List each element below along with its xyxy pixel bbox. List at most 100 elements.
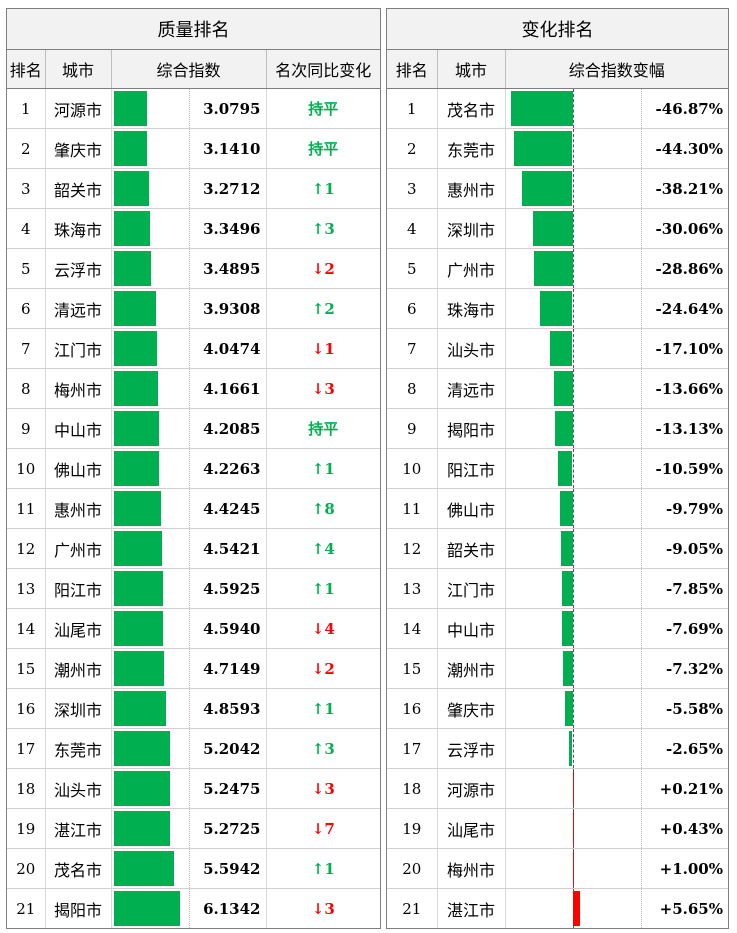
- change-bar: [562, 651, 573, 686]
- city-cell: 潮州市: [437, 648, 506, 689]
- change-bar: [510, 91, 573, 126]
- change-bar-cell: [505, 248, 642, 289]
- rank-cell: 9: [7, 408, 46, 449]
- index-bar: [113, 691, 166, 726]
- change-pct-value: -17.10%: [641, 328, 728, 369]
- city-cell: 广州市: [45, 528, 112, 569]
- index-value: 4.5421: [189, 528, 267, 569]
- table-row: 17 云浮市 -2.65%: [387, 728, 728, 769]
- header-composite-index: 综合指数: [111, 49, 267, 89]
- table-row: 2 肇庆市 3.1410 持平: [7, 128, 381, 169]
- city-cell: 韶关市: [45, 168, 112, 209]
- rank-cell: 20: [7, 848, 46, 889]
- zero-axis: [572, 289, 574, 328]
- index-bar: [113, 491, 162, 526]
- index-value: 3.1410: [189, 128, 267, 169]
- index-bar-cell: [111, 888, 190, 928]
- index-bar-cell: [111, 648, 190, 689]
- rank-change: ↑1: [266, 688, 381, 729]
- city-cell: 中山市: [45, 408, 112, 449]
- rank-cell: 15: [387, 648, 438, 689]
- rank-cell: 16: [7, 688, 46, 729]
- rank-cell: 13: [387, 568, 438, 609]
- rank-change: ↓7: [266, 808, 381, 849]
- city-cell: 梅州市: [45, 368, 112, 409]
- table-row: 4 珠海市 3.3496 ↑3: [7, 208, 381, 249]
- index-bar: [113, 731, 170, 766]
- header-rank: 排名: [7, 49, 46, 89]
- rank-change: 持平: [266, 408, 381, 449]
- rank-change: ↑3: [266, 728, 381, 769]
- index-value: 4.1661: [189, 368, 267, 409]
- index-value: 5.2725: [189, 808, 267, 849]
- change-bar: [539, 291, 573, 326]
- rank-change: ↑1: [266, 168, 381, 209]
- city-cell: 佛山市: [437, 488, 506, 529]
- rank-cell: 8: [7, 368, 46, 409]
- index-value: 5.2042: [189, 728, 267, 769]
- change-bar: [549, 331, 573, 366]
- table-row: 10 佛山市 4.2263 ↑1: [7, 448, 381, 489]
- index-bar-cell: [111, 768, 190, 809]
- rank-change: ↓2: [266, 648, 381, 689]
- rank-change: 持平: [266, 128, 381, 169]
- table-row: 7 江门市 4.0474 ↓1: [7, 328, 381, 369]
- table-row: 3 惠州市 -38.21%: [387, 168, 728, 209]
- table-row: 4 深圳市 -30.06%: [387, 208, 728, 249]
- rank-cell: 21: [387, 888, 438, 928]
- change-bar-cell: [505, 368, 642, 409]
- index-value: 3.4895: [189, 248, 267, 289]
- table-row: 19 湛江市 5.2725 ↓7: [7, 808, 381, 849]
- index-value: 6.1342: [189, 888, 267, 928]
- rank-cell: 20: [387, 848, 438, 889]
- table-row: 11 佛山市 -9.79%: [387, 488, 728, 529]
- header-rank: 排名: [387, 49, 438, 89]
- table-row: 5 广州市 -28.86%: [387, 248, 728, 289]
- rank-cell: 9: [387, 408, 438, 449]
- city-cell: 茂名市: [45, 848, 112, 889]
- index-bar: [113, 611, 163, 646]
- header-rank-change: 名次同比变化: [266, 49, 381, 89]
- table-row: 16 肇庆市 -5.58%: [387, 688, 728, 729]
- index-bar-cell: [111, 568, 190, 609]
- index-bar-cell: [111, 208, 190, 249]
- zero-axis: [572, 649, 574, 688]
- change-bar-cell: [505, 88, 642, 129]
- table-row: 8 清远市 -13.66%: [387, 368, 728, 409]
- rank-cell: 6: [7, 288, 46, 329]
- rank-change: ↑1: [266, 568, 381, 609]
- change-pct-value: -9.79%: [641, 488, 728, 529]
- city-cell: 惠州市: [45, 488, 112, 529]
- change-bar: [558, 451, 573, 486]
- zero-axis: [572, 89, 574, 128]
- rank-cell: 14: [387, 608, 438, 649]
- rank-cell: 12: [7, 528, 46, 569]
- table-row: 6 珠海市 -24.64%: [387, 288, 728, 329]
- index-value: 4.8593: [189, 688, 267, 729]
- index-bar: [113, 371, 159, 406]
- zero-axis: [572, 689, 574, 728]
- change-ranking-panel: 变化排名 排名 城市 综合指数变幅 1 茂名市 -46.87% 2 东莞市 -44.30%…: [386, 8, 729, 929]
- city-cell: 江门市: [45, 328, 112, 369]
- index-bar: [113, 451, 159, 486]
- change-bar-cell: [505, 208, 642, 249]
- index-bar-cell: [111, 848, 190, 889]
- index-bar-cell: [111, 288, 190, 329]
- city-cell: 广州市: [437, 248, 506, 289]
- city-cell: 茂名市: [437, 88, 506, 129]
- index-bar: [113, 811, 171, 846]
- quality-ranking-title: 质量排名: [7, 9, 381, 50]
- city-cell: 河源市: [437, 768, 506, 809]
- change-pct-value: -46.87%: [641, 88, 728, 129]
- change-bar-cell: [505, 608, 642, 649]
- city-cell: 珠海市: [45, 208, 112, 249]
- index-bar-cell: [111, 128, 190, 169]
- table-row: 20 梅州市 +1.00%: [387, 848, 728, 889]
- table-row: 1 河源市 3.0795 持平: [7, 88, 381, 129]
- header-city: 城市: [437, 49, 506, 89]
- table-row: 16 深圳市 4.8593 ↑1: [7, 688, 381, 729]
- rank-cell: 21: [7, 888, 46, 928]
- rank-cell: 4: [387, 208, 438, 249]
- city-cell: 云浮市: [45, 248, 112, 289]
- change-bar-cell: [505, 128, 642, 169]
